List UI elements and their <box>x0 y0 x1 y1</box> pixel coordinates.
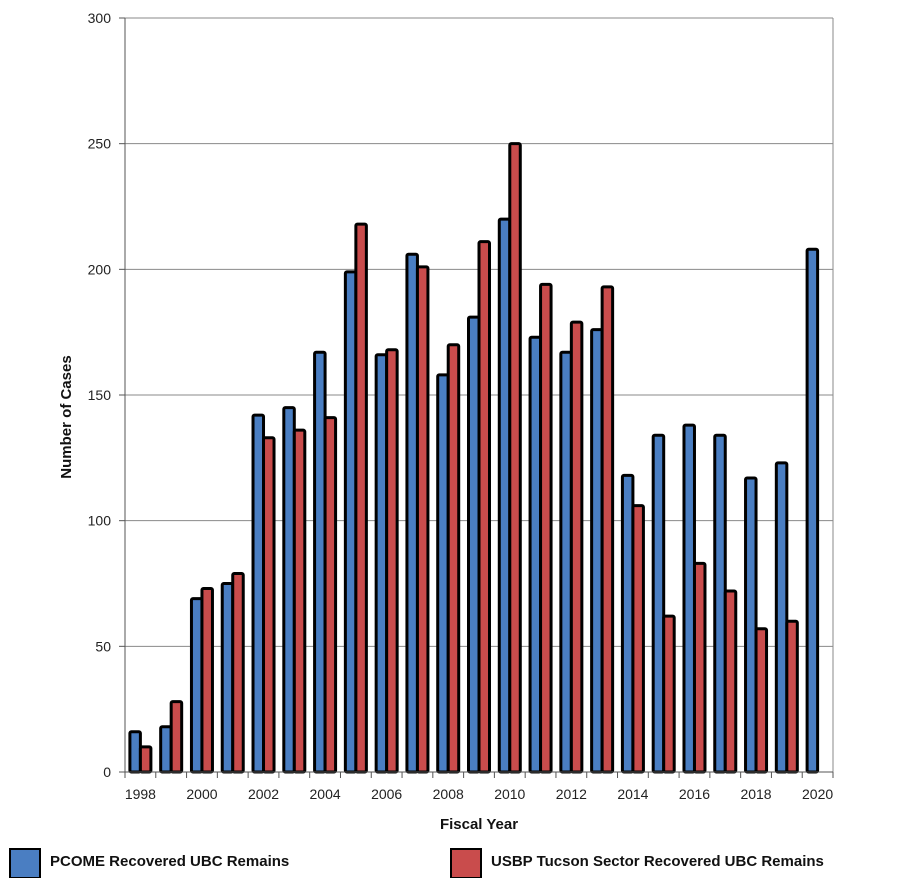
bar-pcome-2011 <box>528 335 543 774</box>
bar-pcome-2017 <box>713 433 727 774</box>
bar-usbp-2019 <box>785 619 799 774</box>
y-tick-label: 300 <box>88 10 112 26</box>
bar-pcome-1998 <box>128 730 142 774</box>
x-tick-label: 2010 <box>494 786 525 802</box>
y-tick-labels: 0 50 100 150 200 250 300 <box>88 10 112 780</box>
bar-pcome-2015 <box>651 433 666 774</box>
bar-usbp-2010 <box>508 142 522 774</box>
bar-pcome-2010 <box>497 217 512 774</box>
y-tick-label: 150 <box>88 387 112 403</box>
y-tick-label: 0 <box>103 764 111 780</box>
bar-usbp-2001 <box>231 571 245 774</box>
bar-pcome-2020 <box>805 247 820 774</box>
bar-pcome-2007 <box>405 252 419 774</box>
bar-usbp-1998 <box>138 745 153 774</box>
bar-pcome-2013 <box>590 328 604 774</box>
x-tick-label: 2020 <box>802 786 833 802</box>
bar-pcome-2012 <box>559 350 573 774</box>
bar-usbp-2006 <box>385 348 399 774</box>
bar-usbp-2007 <box>415 265 430 774</box>
bar-usbp-2000 <box>200 587 214 774</box>
bar-pcome-2005 <box>343 270 358 774</box>
x-tick-label: 2016 <box>679 786 710 802</box>
bar-pcome-2008 <box>436 373 450 774</box>
bar-usbp-2005 <box>354 222 368 774</box>
bar-pcome-2009 <box>467 315 481 774</box>
bar-usbp-2003 <box>292 428 307 774</box>
bars <box>128 142 820 774</box>
bar-pcome-1999 <box>159 725 173 774</box>
bar-usbp-2015 <box>662 614 676 774</box>
x-tick-label: 2008 <box>433 786 464 802</box>
axes <box>119 17 834 778</box>
legend-label-pcome: PCOME Recovered UBC Remains <box>50 853 289 870</box>
bar-pcome-2006 <box>374 353 389 774</box>
bar-usbp-2008 <box>446 343 461 774</box>
bar-pcome-2000 <box>189 597 204 774</box>
x-tick-label: 2012 <box>556 786 587 802</box>
x-tick-label: 2000 <box>186 786 217 802</box>
y-tick-label: 50 <box>95 638 111 654</box>
x-tick-label: 2006 <box>371 786 402 802</box>
bar-usbp-2011 <box>539 282 553 774</box>
bar-usbp-2009 <box>477 240 491 774</box>
bar-pcome-2003 <box>282 406 296 774</box>
bar-usbp-2002 <box>262 436 276 774</box>
y-tick-label: 100 <box>88 513 112 529</box>
bar-usbp-1999 <box>169 700 184 774</box>
bar-pcome-2001 <box>220 582 235 774</box>
legend: PCOME Recovered UBC Remains USBP Tucson … <box>9 848 824 878</box>
legend-label-usbp: USBP Tucson Sector Recovered UBC Remains <box>491 853 824 870</box>
x-axis-title: Fiscal Year <box>440 816 518 833</box>
bar-usbp-2013 <box>600 285 615 774</box>
x-tick-label: 2018 <box>740 786 771 802</box>
bar-usbp-2004 <box>323 416 338 774</box>
x-tick-label: 2002 <box>248 786 279 802</box>
bar-pcome-2019 <box>774 461 789 774</box>
bar-pcome-2016 <box>682 423 696 774</box>
y-axis-title: Number of Cases <box>58 355 75 478</box>
bar-usbp-2018 <box>754 627 769 774</box>
legend-swatch-usbp <box>450 848 482 878</box>
x-tick-label: 2004 <box>310 786 341 802</box>
bar-usbp-2016 <box>692 561 707 774</box>
bar-usbp-2017 <box>723 589 738 774</box>
bar-usbp-2014 <box>631 504 645 774</box>
bar-usbp-2012 <box>569 320 584 774</box>
y-tick-label: 200 <box>88 261 112 277</box>
bar-pcome-2018 <box>744 476 758 774</box>
bar-pcome-2014 <box>620 473 635 774</box>
bar-pcome-2004 <box>313 350 327 774</box>
x-tick-label: 1998 <box>125 786 156 802</box>
bar-pcome-2002 <box>251 413 266 774</box>
y-tick-label: 250 <box>88 136 112 152</box>
x-tick-labels: 1998 2000 2002 2004 2006 2008 2010 2012 2014 2016… <box>125 786 834 802</box>
x-tick-label: 2014 <box>617 786 648 802</box>
legend-swatch-pcome <box>9 848 41 878</box>
